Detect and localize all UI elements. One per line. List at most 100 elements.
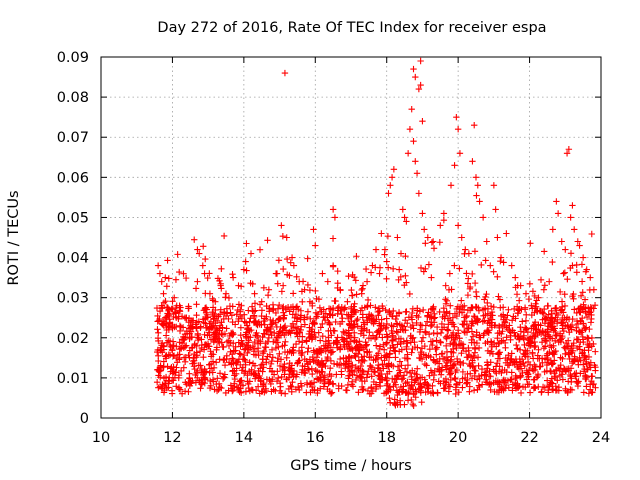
data-point [461, 328, 468, 335]
data-point [495, 349, 502, 357]
data-point [172, 276, 180, 283]
data-point [256, 372, 263, 380]
data-point [412, 158, 419, 165]
data-point [398, 376, 406, 383]
data-point [539, 316, 546, 323]
data-point [496, 296, 504, 303]
data-point [292, 304, 300, 311]
data-point [376, 379, 383, 386]
data-point [260, 379, 267, 387]
data-point [578, 350, 586, 357]
data-point [240, 266, 248, 273]
data-point [386, 399, 394, 406]
data-point [419, 117, 426, 125]
data-point [230, 360, 237, 367]
data-point [380, 365, 387, 372]
data-point [177, 344, 185, 352]
data-point [295, 357, 302, 365]
data-point [277, 332, 285, 339]
data-point [367, 269, 375, 276]
data-point [363, 349, 371, 356]
data-point [529, 349, 536, 356]
data-point [570, 339, 577, 347]
data-point [556, 288, 564, 296]
data-point [169, 347, 176, 354]
data-point [471, 344, 479, 352]
data-point [573, 335, 580, 343]
data-point [275, 343, 282, 351]
data-point [229, 368, 236, 375]
data-point [470, 312, 478, 320]
data-point [476, 383, 483, 391]
data-point [358, 377, 366, 385]
data-point [257, 338, 264, 345]
data-point [387, 182, 394, 189]
data-point [564, 337, 572, 344]
data-point [521, 341, 528, 349]
data-point [455, 388, 462, 396]
y-tick-label: 0.05 [57, 210, 89, 226]
data-point [549, 386, 557, 394]
data-point [484, 328, 492, 336]
data-point [564, 275, 571, 283]
data-point [502, 359, 510, 367]
data-point [422, 322, 429, 329]
data-point [230, 348, 238, 355]
data-point [583, 383, 590, 390]
data-point [319, 333, 326, 340]
data-point [325, 347, 333, 354]
data-point [447, 376, 454, 384]
data-point [473, 192, 480, 199]
data-point [494, 335, 501, 342]
data-point [259, 333, 266, 341]
data-point [359, 356, 366, 363]
data-point [487, 262, 494, 269]
data-point [274, 358, 281, 365]
data-point [221, 330, 229, 337]
data-point [209, 369, 216, 376]
data-point [352, 277, 359, 284]
data-point [501, 314, 509, 321]
data-point [426, 372, 433, 379]
data-point [163, 283, 170, 290]
data-point [565, 324, 572, 332]
data-point [470, 354, 478, 362]
data-point [442, 282, 449, 289]
data-point [174, 251, 181, 258]
data-point [469, 333, 477, 340]
data-point [430, 329, 437, 337]
data-point [454, 327, 462, 334]
data-point [561, 366, 568, 373]
data-point [400, 323, 408, 330]
data-point [421, 360, 429, 368]
data-point [478, 261, 485, 269]
data-point [453, 113, 460, 121]
data-point [436, 239, 444, 246]
data-point [547, 314, 555, 321]
data-point [558, 238, 565, 245]
data-point [162, 297, 169, 305]
data-point [340, 328, 347, 335]
data-point [451, 162, 458, 169]
data-point [588, 389, 595, 396]
data-point [495, 388, 503, 396]
data-point [160, 358, 168, 365]
data-point [567, 365, 575, 372]
data-point [165, 275, 172, 282]
data-point [176, 386, 184, 393]
data-point [472, 174, 480, 181]
data-point [425, 261, 433, 268]
data-point [296, 386, 303, 394]
data-point [576, 305, 584, 312]
data-point [573, 309, 580, 317]
data-point [243, 267, 250, 274]
data-point [260, 350, 267, 357]
data-point [242, 361, 249, 369]
data-point [329, 206, 337, 213]
data-point [403, 218, 410, 225]
data-point [159, 318, 167, 325]
data-point [202, 315, 209, 322]
data-point [567, 214, 574, 221]
data-point [295, 338, 303, 345]
data-point [472, 318, 480, 325]
